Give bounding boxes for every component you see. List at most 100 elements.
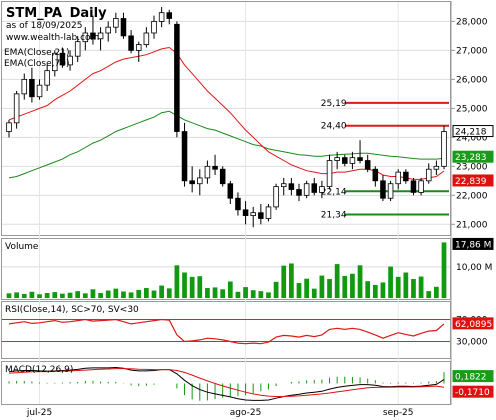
candle-up bbox=[113, 18, 119, 28]
macd-signal-line bbox=[8, 368, 445, 397]
volume-bar bbox=[342, 275, 348, 298]
level-label: 24,40 bbox=[321, 122, 347, 132]
level-lines: 25,19 24,40 22,14 21,34 bbox=[321, 99, 449, 220]
price-tick-label: 26,000 bbox=[456, 75, 488, 85]
macd-neg-badge-box bbox=[452, 385, 494, 398]
candle-up bbox=[280, 183, 287, 188]
price-panel bbox=[1, 1, 451, 236]
macd-pos-badge: 0,1822 bbox=[455, 373, 487, 383]
volume-bar bbox=[205, 288, 210, 298]
ema70-badge-box bbox=[452, 150, 494, 163]
price-tick-label: 24,000 bbox=[456, 133, 488, 143]
price-tick-label: 27,000 bbox=[456, 46, 488, 56]
rsi-tick-label: 30,000 bbox=[456, 338, 488, 348]
ema21-label: EMA(Close,21) bbox=[4, 48, 69, 58]
volume-bar bbox=[82, 293, 88, 298]
volume-bar bbox=[281, 265, 287, 298]
candle-up bbox=[82, 32, 89, 43]
rsi-layer bbox=[2, 318, 450, 345]
candle-up bbox=[135, 44, 142, 51]
volume-bar bbox=[128, 292, 134, 298]
candle-down bbox=[212, 165, 218, 170]
candle-up bbox=[52, 52, 58, 72]
volume-bar bbox=[144, 288, 149, 298]
volume-badge-box bbox=[452, 237, 494, 250]
candle-up bbox=[158, 12, 165, 22]
volume-bar bbox=[227, 281, 233, 298]
volume-bar bbox=[266, 292, 271, 298]
candle-up bbox=[105, 26, 111, 34]
candle-down bbox=[342, 157, 348, 164]
candle-up bbox=[441, 131, 447, 167]
price-badge-box bbox=[452, 125, 494, 138]
candle-up bbox=[265, 206, 272, 219]
volume-bar bbox=[235, 291, 241, 298]
candle-up bbox=[433, 165, 440, 170]
price-tick-label: 23,000 bbox=[456, 162, 488, 172]
candle-up bbox=[395, 171, 401, 185]
volume-bar bbox=[334, 264, 340, 298]
volume-bar bbox=[250, 290, 256, 298]
candle-up bbox=[418, 180, 424, 193]
level-label: 25,19 bbox=[321, 99, 347, 109]
candle-down bbox=[128, 35, 134, 51]
volume-bar bbox=[220, 289, 226, 298]
candle-up bbox=[36, 84, 43, 98]
candle-down bbox=[288, 183, 295, 190]
volume-bar bbox=[37, 294, 42, 298]
volume-bar bbox=[159, 285, 164, 298]
chart-title: STM_PA Daily bbox=[6, 6, 107, 21]
volume-bar bbox=[258, 291, 264, 298]
asof-label: as of 18/09/2025 bbox=[6, 21, 82, 31]
candle-down bbox=[235, 197, 241, 211]
volume-bar bbox=[365, 281, 371, 298]
candle-down bbox=[90, 32, 96, 40]
candle-down bbox=[242, 209, 249, 217]
volume-bar bbox=[197, 276, 203, 298]
volume-bar bbox=[395, 276, 401, 298]
volume-bar bbox=[189, 276, 195, 298]
volume-bar bbox=[426, 291, 432, 298]
price-tick-label: 25,000 bbox=[456, 104, 488, 114]
volume-bar bbox=[121, 291, 126, 298]
candle-up bbox=[151, 20, 157, 34]
volume-bar bbox=[67, 292, 73, 298]
volume-bar bbox=[90, 289, 96, 298]
candle-up bbox=[334, 157, 340, 161]
symbol-label: STM_PA bbox=[6, 6, 62, 21]
candle-up bbox=[44, 70, 50, 86]
volume-title: Volume bbox=[5, 242, 39, 252]
ema21-badge-box bbox=[452, 174, 494, 187]
site-label: www.wealth-lab.com bbox=[6, 33, 99, 43]
candle-up bbox=[67, 55, 73, 66]
volume-bar bbox=[113, 288, 119, 298]
candle-up bbox=[349, 157, 356, 164]
candle-down bbox=[258, 212, 264, 219]
candle-down bbox=[59, 52, 66, 66]
ema21-badge: 22,839 bbox=[455, 177, 487, 187]
volume-bar bbox=[98, 293, 103, 298]
candle-up bbox=[204, 165, 211, 179]
level-label: 22,14 bbox=[321, 187, 347, 197]
ema70-badge: 23,283 bbox=[455, 153, 487, 163]
volume-bar bbox=[411, 279, 416, 298]
ema-lines bbox=[8, 46, 445, 180]
candle-up bbox=[6, 122, 12, 132]
candle-down bbox=[380, 180, 386, 199]
candle-down bbox=[296, 189, 302, 196]
macd-neg-badge: -0,1710 bbox=[455, 388, 490, 398]
candle-down bbox=[181, 131, 188, 182]
candle-down bbox=[403, 171, 409, 182]
price-tick-label: 28,000 bbox=[456, 17, 488, 27]
volume-bar bbox=[44, 293, 50, 298]
rsi-badge: 62,0895 bbox=[455, 320, 492, 330]
candle-down bbox=[311, 183, 318, 193]
candle-down bbox=[189, 180, 195, 185]
rsi-badge-box bbox=[452, 317, 494, 330]
x-tick-label: jul-25 bbox=[26, 408, 52, 418]
volume-bar bbox=[296, 283, 302, 298]
x-tick-label: sep-25 bbox=[383, 408, 414, 418]
volume-bar bbox=[29, 291, 35, 298]
